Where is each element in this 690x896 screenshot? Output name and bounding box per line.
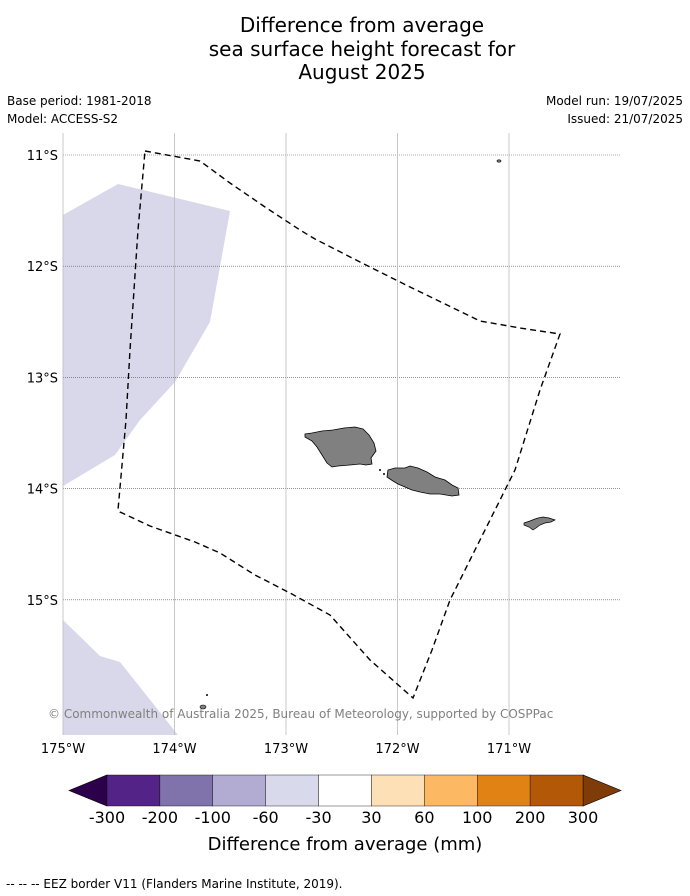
colorbar-swatch-7 — [477, 774, 531, 807]
colorbar-swatch-6 — [424, 774, 478, 807]
colorbar-swatch-8 — [529, 774, 584, 807]
savaii-island — [304, 426, 377, 468]
colorbar-tick-3: -60 — [253, 808, 279, 827]
lon-tick-label-3: 172°W — [375, 742, 419, 757]
colorbar-swatch-5 — [371, 774, 425, 807]
issued-date: Issued: 21/07/2025 — [567, 112, 683, 126]
islet-southwest-2 — [206, 694, 208, 696]
map-area — [63, 133, 620, 735]
lat-gridlines — [63, 154, 620, 601]
lon-tick-label-0: 175°W — [41, 742, 85, 757]
base-period: Base period: 1981-2018 — [7, 94, 152, 108]
islet-northeast — [496, 159, 502, 163]
lon-tick-label-2: 173°W — [264, 742, 308, 757]
colorbar-tick-1: -200 — [142, 808, 178, 827]
colorbar-tick-6: 60 — [414, 808, 434, 827]
colorbar-tick-2: -100 — [195, 808, 231, 827]
colorbar-over-arrow — [582, 774, 622, 807]
anomaly-region-north — [63, 184, 230, 486]
chart-title: Difference from average sea surface heig… — [0, 13, 690, 85]
lat-tick-label-1: 12°S — [27, 260, 58, 275]
colorbar-label: Difference from average (mm) — [208, 834, 483, 855]
colorbar-tick-9: 300 — [568, 808, 599, 827]
tutuila-island — [523, 516, 556, 531]
colorbar-tick-4: -30 — [305, 808, 331, 827]
lon-gridlines — [174, 133, 510, 735]
colorbar-swatch-0 — [106, 774, 161, 807]
colorbar-tick-0: -300 — [89, 808, 125, 827]
copyright-text: © Commonwealth of Australia 2025, Bureau… — [48, 707, 553, 721]
eez-border — [117, 150, 561, 700]
model-name: Model: ACCESS-S2 — [7, 112, 119, 126]
colorbar-under-arrow — [68, 774, 108, 807]
colorbar-tick-7: 100 — [462, 808, 493, 827]
meta-left: Base period: 1981-2018 Model: ACCESS-S2 — [7, 94, 152, 130]
colorbar-tick-5: 30 — [361, 808, 381, 827]
title-line-3: August 2025 — [298, 60, 426, 84]
colorbar-swatch-3 — [265, 774, 319, 807]
lat-tick-label-3: 14°S — [27, 483, 58, 498]
islet-apolima — [379, 469, 381, 471]
lat-axis-labels: 11°S 12°S 13°S 14°S 15°S — [27, 149, 58, 609]
colorbar-swatch-1 — [159, 774, 213, 807]
title-line-2: sea surface height forecast for — [208, 36, 516, 61]
lat-tick-label-4: 15°S — [27, 594, 58, 609]
colorbar-tick-8: 200 — [515, 808, 546, 827]
colorbar-swatch-4 — [318, 774, 372, 807]
title-line-1: Difference from average — [239, 13, 485, 37]
lon-tick-label-1: 174°W — [152, 742, 196, 757]
lon-tick-label-4: 171°W — [487, 742, 531, 757]
lat-tick-label-0: 11°S — [27, 149, 58, 164]
eez-footnote: -- -- -- EEZ border V11 (Flanders Marine… — [6, 877, 343, 891]
colorbar-swatch-2 — [212, 774, 266, 807]
lat-tick-label-2: 13°S — [27, 371, 58, 386]
islet-manono — [383, 473, 385, 475]
colorbar: -300 -200 -100 -60 -30 30 60 100 200 300 — [68, 774, 622, 827]
lon-axis-labels: 175°W 174°W 173°W 172°W 171°W — [41, 742, 531, 757]
meta-right: Model run: 19/07/2025 Issued: 21/07/2025 — [546, 94, 683, 130]
upolu-island — [386, 465, 460, 497]
anomaly-region-south — [63, 620, 178, 735]
islet-southwest — [199, 704, 207, 710]
model-run: Model run: 19/07/2025 — [545, 94, 683, 108]
